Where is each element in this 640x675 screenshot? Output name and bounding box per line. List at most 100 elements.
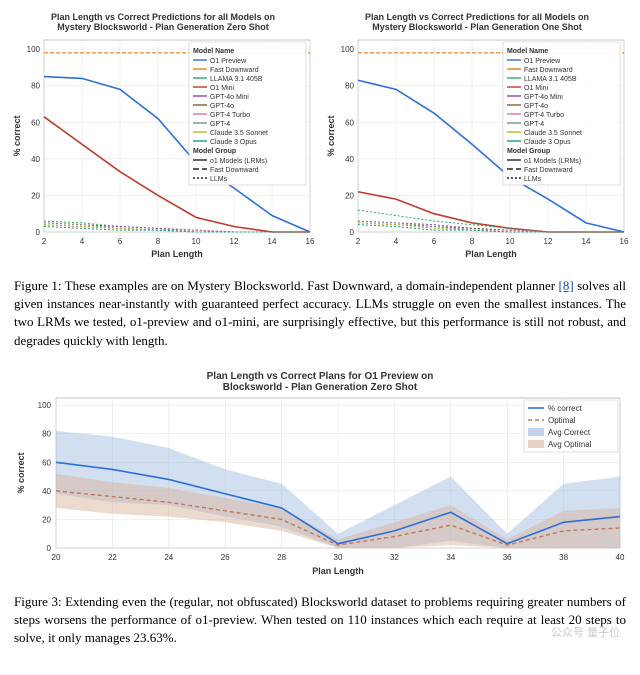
caption-prefix: Figure 1: [14,278,65,293]
svg-text:GPT-4o Mini: GPT-4o Mini [524,94,563,101]
svg-text:8: 8 [156,237,161,246]
caption-text: Extending even the (regular, not obfusca… [14,594,626,645]
svg-text:Optimal: Optimal [548,416,576,425]
svg-text:GPT-4 Turbo: GPT-4 Turbo [524,112,564,119]
svg-text:26: 26 [221,553,230,562]
figure1-caption: Figure 1: These examples are on Mystery … [14,277,626,350]
svg-text:LLMs: LLMs [524,176,542,183]
svg-text:30: 30 [334,553,343,562]
svg-text:2: 2 [356,237,361,246]
figure3-panel: Plan Length vs Correct Plans for O1 Prev… [10,368,630,583]
svg-text:80: 80 [31,82,40,91]
svg-text:GPT-4o Mini: GPT-4o Mini [210,94,249,101]
figure3-chart: Plan Length vs Correct Plans for O1 Prev… [10,368,630,578]
svg-text:6: 6 [432,237,437,246]
svg-text:GPT-4 Turbo: GPT-4 Turbo [210,112,250,119]
svg-text:Model Name: Model Name [193,48,234,55]
svg-text:Plan Length vs Correct Plans f: Plan Length vs Correct Plans for O1 Prev… [207,371,434,382]
svg-text:16: 16 [620,237,629,246]
svg-text:Plan Length: Plan Length [465,249,517,259]
svg-text:0: 0 [36,228,41,237]
svg-text:Avg Optimal: Avg Optimal [548,440,592,449]
svg-text:80: 80 [42,429,51,438]
svg-text:28: 28 [277,553,286,562]
svg-text:0: 0 [350,228,355,237]
svg-text:12: 12 [544,237,553,246]
figure1-right-panel: Plan Length vs Correct Predictions for a… [324,10,630,265]
svg-text:% correct: % correct [548,404,583,413]
svg-text:O1 Preview: O1 Preview [210,58,247,65]
figure1-left-chart: Plan Length vs Correct Predictions for a… [10,10,316,260]
svg-text:Fast Downward: Fast Downward [524,67,573,74]
figure1-right-chart: Plan Length vs Correct Predictions for a… [324,10,630,260]
svg-text:Blocksworld - Plan Generation: Blocksworld - Plan Generation Zero Shot [223,382,418,393]
svg-text:32: 32 [390,553,399,562]
svg-text:Claude 3.5 Sonnet: Claude 3.5 Sonnet [210,130,268,137]
svg-text:40: 40 [616,553,625,562]
svg-text:16: 16 [306,237,315,246]
svg-text:LLAMA 3.1 405B: LLAMA 3.1 405B [524,76,577,83]
svg-text:10: 10 [192,237,201,246]
svg-text:60: 60 [345,118,354,127]
svg-text:Claude 3.5 Sonnet: Claude 3.5 Sonnet [524,130,582,137]
svg-text:2: 2 [42,237,47,246]
figure1-row: Plan Length vs Correct Predictions for a… [10,10,630,265]
svg-text:Plan Length vs Correct Predict: Plan Length vs Correct Predictions for a… [365,12,589,22]
svg-text:Fast Downward: Fast Downward [210,167,259,174]
svg-text:40: 40 [345,155,354,164]
svg-text:Avg Correct: Avg Correct [548,428,591,437]
svg-text:22: 22 [108,553,117,562]
svg-text:% correct: % correct [326,115,336,156]
svg-text:20: 20 [42,515,51,524]
citation-link-8[interactable]: [8] [559,278,574,293]
svg-text:20: 20 [345,191,354,200]
svg-text:100: 100 [341,45,355,54]
svg-text:O1 Mini: O1 Mini [210,85,235,92]
svg-text:14: 14 [268,237,277,246]
svg-text:36: 36 [503,553,512,562]
svg-text:Model Group: Model Group [193,148,236,155]
svg-text:GPT-4o: GPT-4o [210,103,234,110]
svg-text:Plan Length vs Correct Predict: Plan Length vs Correct Predictions for a… [51,12,275,22]
figure3-caption: Figure 3: Extending even the (regular, n… [14,593,626,648]
svg-text:60: 60 [42,458,51,467]
svg-text:12: 12 [230,237,239,246]
svg-text:40: 40 [31,155,40,164]
svg-text:GPT-4: GPT-4 [210,121,230,128]
svg-text:Claude 3 Opus: Claude 3 Opus [524,139,571,146]
svg-text:4: 4 [80,237,85,246]
svg-text:% correct: % correct [16,452,26,493]
svg-text:O1 Preview: O1 Preview [524,58,561,65]
svg-text:Mystery Blocksworld - Plan Gen: Mystery Blocksworld - Plan Generation On… [372,22,582,32]
svg-text:24: 24 [164,553,173,562]
watermark: 公众号 量子位 [551,624,620,640]
svg-text:34: 34 [446,553,455,562]
figure1-left-panel: Plan Length vs Correct Predictions for a… [10,10,316,265]
svg-text:10: 10 [506,237,515,246]
svg-text:Fast Downward: Fast Downward [210,67,259,74]
svg-text:Model Group: Model Group [507,148,550,155]
svg-text:Fast Downward: Fast Downward [524,167,573,174]
svg-text:GPT-4o: GPT-4o [524,103,548,110]
svg-text:38: 38 [559,553,568,562]
svg-text:LLAMA 3.1 405B: LLAMA 3.1 405B [210,76,263,83]
svg-text:0: 0 [47,544,52,553]
caption-text-1: These examples are on Mystery Blocksworl… [65,278,559,293]
svg-text:60: 60 [31,118,40,127]
svg-text:Claude 3 Opus: Claude 3 Opus [210,139,257,146]
svg-text:20: 20 [52,553,61,562]
svg-text:Plan Length: Plan Length [151,249,203,259]
svg-text:100: 100 [27,45,41,54]
svg-text:Plan Length: Plan Length [312,566,364,576]
svg-text:4: 4 [394,237,399,246]
svg-text:Mystery Blocksworld - Plan Gen: Mystery Blocksworld - Plan Generation Ze… [57,22,269,32]
svg-text:40: 40 [42,487,51,496]
svg-text:LLMs: LLMs [210,176,228,183]
svg-text:8: 8 [470,237,475,246]
svg-text:o1 Models (LRMs): o1 Models (LRMs) [210,158,267,165]
svg-text:14: 14 [582,237,591,246]
svg-text:% correct: % correct [12,115,22,156]
svg-text:o1 Models (LRMs): o1 Models (LRMs) [524,158,581,165]
svg-text:O1 Mini: O1 Mini [524,85,549,92]
svg-text:Model Name: Model Name [507,48,548,55]
